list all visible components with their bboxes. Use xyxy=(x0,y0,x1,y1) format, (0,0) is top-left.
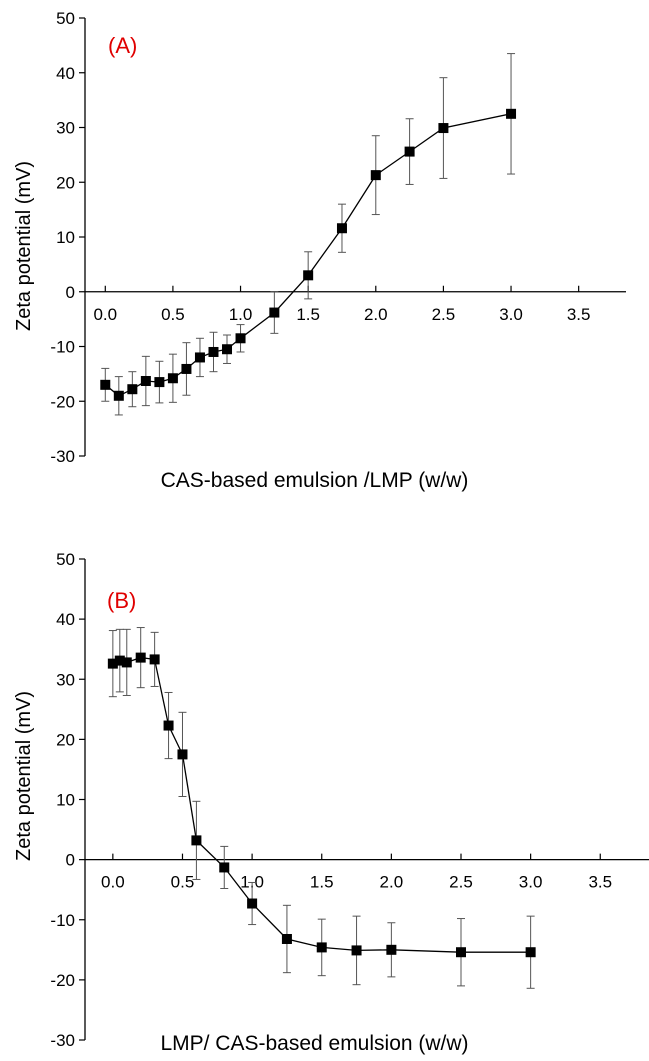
chart-b-y-tick-label: -30 xyxy=(50,1031,75,1050)
chart-b-data-point xyxy=(351,945,362,956)
chart-a-data-point xyxy=(235,333,246,344)
chart-b-data-point xyxy=(149,654,160,665)
chart-a-data-point xyxy=(370,170,381,181)
chart-a-y-tick-label: 20 xyxy=(56,173,75,192)
chart-b-y-tick-label: -20 xyxy=(50,971,75,990)
chart-a-data-point xyxy=(100,379,111,390)
chart-a-data-point xyxy=(269,307,280,318)
chart-a-y-axis-label: Zeta potential (mV) xyxy=(13,160,35,331)
chart-b-y-tick-label: 0 xyxy=(66,851,75,870)
chart-b-data-point xyxy=(121,657,132,668)
chart-a-x-axis-label: CAS-based emulsion /LMP (w/w) xyxy=(160,469,469,492)
chart-b-y-tick-label: -10 xyxy=(50,911,75,930)
chart-b-data-point xyxy=(219,862,230,873)
chart-b-data-point xyxy=(316,942,327,953)
chart-a-data-point xyxy=(506,108,517,119)
chart-a-data-point xyxy=(127,384,138,395)
chart-a-x-tick-label: 3.0 xyxy=(499,305,523,324)
chart-b-y-tick-label: 50 xyxy=(56,550,75,569)
panel-b-label: (B) xyxy=(107,588,137,613)
chart-a-data-point xyxy=(404,146,415,157)
chart-a-data-point xyxy=(303,270,314,281)
chart-b-data-point xyxy=(114,655,125,666)
chart-a-data-point xyxy=(154,377,165,388)
chart-b-data-point xyxy=(177,749,188,760)
chart-b-data-point xyxy=(525,947,536,958)
chart-b-data-point xyxy=(135,652,146,663)
chart-a-data-point xyxy=(194,352,205,363)
chart-b-x-axis-label: LMP/ CAS-based emulsion (w/w) xyxy=(160,1032,469,1055)
chart-a-x-tick-label: 1.0 xyxy=(229,305,253,324)
chart-b-x-tick-label: 3.0 xyxy=(519,873,543,892)
chart-a-y-tick-label: 30 xyxy=(56,119,75,138)
chart-b-data-point xyxy=(386,944,397,955)
chart-b-data-point xyxy=(107,658,118,669)
chart-panel-a: -30 -20 -10 0 10 20 30 40 50 0.0 0.5 1.0 1.5 2.0 2.5 3.… xyxy=(0,0,649,530)
chart-b-x-tick-label: 0.5 xyxy=(171,873,195,892)
chart-a-data-point xyxy=(167,373,178,384)
chart-a-y-tick-label: 40 xyxy=(56,64,75,83)
chart-a-x-tick-label: 2.5 xyxy=(432,305,456,324)
chart-a-x-tick-label: 3.5 xyxy=(567,305,591,324)
chart-a-x-tick-label: 2.0 xyxy=(364,305,388,324)
chart-panel-b: -30-20-10010203040500.00.51.01.52.02.53.… xyxy=(0,530,649,1061)
chart-a-y-tick-label: -10 xyxy=(50,338,75,357)
chart-a-data-point xyxy=(222,344,233,355)
chart-a-data-point xyxy=(113,390,124,401)
chart-b-x-tick-label: 2.0 xyxy=(380,873,404,892)
chart-b-data-point xyxy=(281,933,292,944)
chart-b-x-tick-label: 3.5 xyxy=(588,873,612,892)
chart-b-y-tick-label: 10 xyxy=(56,791,75,810)
chart-a-data-point xyxy=(181,363,192,374)
chart-b-data-point xyxy=(456,947,466,958)
chart-b-series-line xyxy=(112,656,531,953)
chart-b-data-point xyxy=(247,898,258,909)
chart-b-y-tick-label: 30 xyxy=(56,670,75,689)
chart-b-x-tick-label: 2.5 xyxy=(449,873,473,892)
chart-a-x-tick-label: 1.5 xyxy=(296,305,320,324)
chart-a-data-point xyxy=(336,223,347,234)
chart-b-x-tick-label: 0.0 xyxy=(101,873,125,892)
chart-b-svg: -30-20-10010203040500.00.51.01.52.02.53.… xyxy=(50,550,649,1050)
chart-a-y-tick-label: 50 xyxy=(56,9,75,28)
chart-a-data-point xyxy=(208,346,219,357)
chart-b-data-point xyxy=(191,835,202,846)
chart-b-y-axis-label: Zeta potential (mV) xyxy=(13,690,35,861)
chart-a-y-tick-label: 10 xyxy=(56,228,75,247)
chart-a-data-point xyxy=(140,375,151,386)
chart-a-svg: -30 -20 -10 0 10 20 30 40 50 0.0 0.5 1.0 1.5 2.0 2.5 3.… xyxy=(50,9,626,466)
chart-a-y-tick-label: -30 xyxy=(50,447,75,466)
chart-b-y-tick-label: 40 xyxy=(56,610,75,629)
chart-a-y-tick-label: 0 xyxy=(66,283,75,302)
chart-b-y-tick-label: 20 xyxy=(56,730,75,749)
chart-b-data-point xyxy=(163,720,174,731)
chart-a-data-point xyxy=(438,123,449,134)
chart-a-x-tick-label: 0.5 xyxy=(161,305,185,324)
chart-a-y-tick-label: -20 xyxy=(50,392,75,411)
chart-b-x-tick-label: 1.5 xyxy=(310,873,334,892)
chart-a-x-tick-label: 0.0 xyxy=(93,305,117,324)
panel-a-label: (A) xyxy=(108,33,138,58)
